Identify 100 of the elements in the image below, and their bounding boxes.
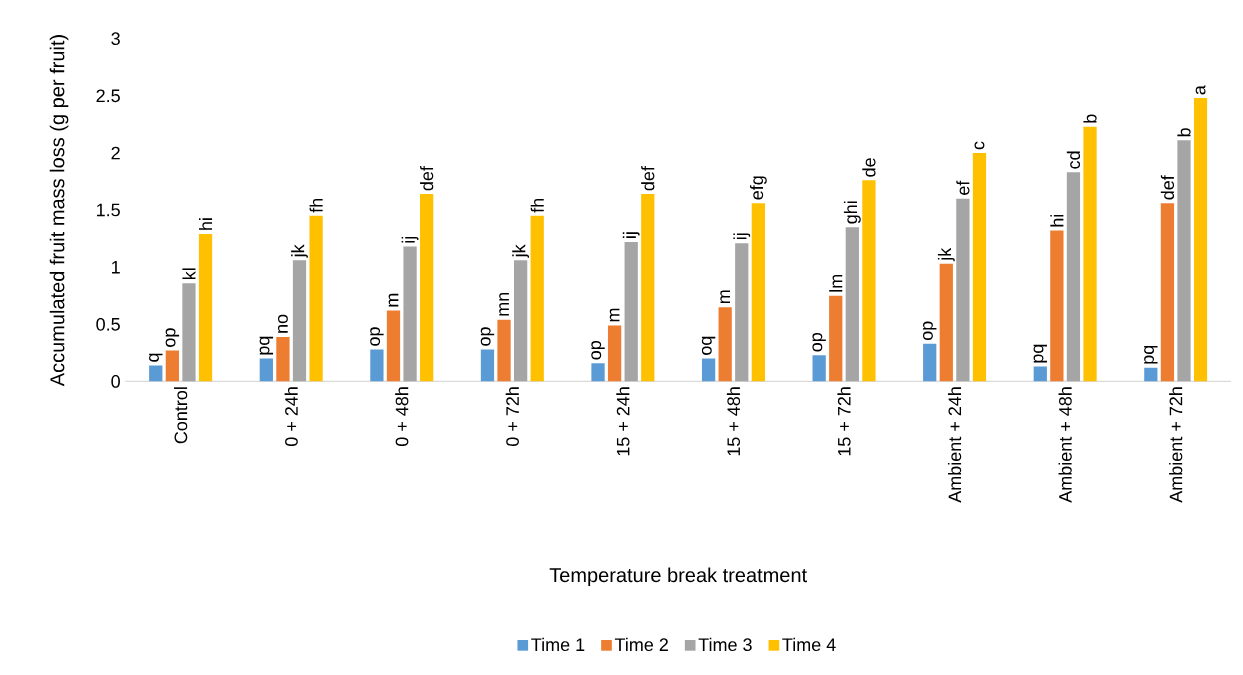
legend-label: Time 1 bbox=[531, 637, 585, 652]
bar bbox=[862, 180, 876, 382]
data-label: op bbox=[923, 321, 937, 341]
legend-label: Time 2 bbox=[614, 637, 668, 652]
bar bbox=[497, 319, 511, 382]
bar bbox=[1160, 203, 1175, 382]
data-label: ef bbox=[956, 180, 970, 195]
data-label: c bbox=[974, 141, 985, 150]
y-tick-label: 2.5 bbox=[96, 89, 120, 103]
data-label: b bbox=[1083, 114, 1097, 123]
x-tick-label: Control bbox=[174, 387, 188, 444]
x-tick-label: 15 + 24h bbox=[616, 387, 630, 456]
bar bbox=[1066, 172, 1081, 382]
bar bbox=[530, 215, 544, 382]
x-tick-label: Ambient + 48h bbox=[1058, 387, 1072, 503]
data-label: def bbox=[641, 166, 655, 191]
y-tick-label: 3 bbox=[111, 32, 120, 46]
data-label: ij bbox=[622, 232, 640, 238]
bar bbox=[480, 349, 495, 382]
y-tick-label: 1.5 bbox=[97, 203, 120, 217]
bar bbox=[1083, 126, 1097, 382]
data-label: jk bbox=[291, 244, 308, 258]
y-tick-label: 0 bbox=[111, 375, 120, 388]
data-label: pq bbox=[1144, 345, 1158, 364]
data-label: pq bbox=[1033, 344, 1047, 363]
bar bbox=[751, 203, 765, 382]
bar bbox=[386, 310, 401, 382]
data-label: q bbox=[149, 353, 163, 362]
bar bbox=[923, 343, 937, 382]
data-label: oq bbox=[701, 336, 716, 355]
bar bbox=[1033, 366, 1047, 382]
data-label: def bbox=[1160, 175, 1175, 200]
bar bbox=[718, 307, 732, 382]
bar bbox=[607, 325, 622, 382]
data-label: hi bbox=[199, 218, 213, 230]
bar bbox=[198, 234, 213, 382]
data-label: op bbox=[165, 328, 180, 347]
bar bbox=[591, 363, 605, 382]
bar bbox=[939, 263, 953, 382]
x-tick-label: Ambient + 72h bbox=[1169, 387, 1183, 503]
data-label: pq bbox=[259, 336, 274, 355]
data-label: kl bbox=[182, 268, 196, 280]
data-label: fh bbox=[530, 199, 544, 213]
x-tick-label: 15 + 48h bbox=[726, 387, 741, 456]
bar bbox=[514, 260, 528, 382]
data-label: m bbox=[388, 293, 399, 307]
data-label: jk bbox=[937, 247, 955, 262]
data-label: op bbox=[480, 327, 495, 346]
data-label: fh bbox=[309, 199, 323, 213]
bar bbox=[259, 358, 273, 382]
bar bbox=[182, 283, 196, 382]
x-axis-title: Temperature break treatment bbox=[549, 567, 807, 587]
bar bbox=[829, 295, 843, 382]
data-label: ij bbox=[401, 236, 419, 243]
data-label: ghi bbox=[843, 201, 861, 224]
bar bbox=[1177, 140, 1191, 382]
data-label: no bbox=[277, 314, 288, 333]
data-label: m bbox=[720, 290, 731, 304]
data-label: mn bbox=[499, 293, 509, 316]
y-tick-label: 0.5 bbox=[96, 318, 120, 331]
legend-label: Time 3 bbox=[698, 637, 752, 652]
data-label: hi bbox=[1050, 214, 1064, 227]
data-label: lm bbox=[829, 275, 843, 292]
data-label: a bbox=[1195, 85, 1206, 95]
data-label: cd bbox=[1066, 151, 1081, 169]
x-tick-label: 0 + 48h bbox=[395, 387, 409, 447]
x-tick-label: 0 + 24h bbox=[284, 387, 298, 447]
y-tick-label: 1 bbox=[112, 261, 120, 274]
bar bbox=[276, 336, 290, 382]
data-label: efg bbox=[749, 176, 767, 200]
bar bbox=[812, 355, 826, 382]
data-label: b bbox=[1177, 128, 1191, 137]
data-label: de bbox=[862, 158, 876, 177]
data-label: jk bbox=[512, 244, 530, 258]
data-label: m bbox=[609, 308, 620, 322]
bar bbox=[972, 153, 987, 382]
bar bbox=[641, 194, 655, 382]
bar bbox=[956, 198, 970, 382]
y-tick-label: 2 bbox=[111, 146, 120, 160]
data-label: op bbox=[812, 333, 826, 352]
bar bbox=[370, 349, 384, 382]
bar bbox=[149, 365, 163, 382]
data-label: op bbox=[591, 341, 605, 360]
data-label: op bbox=[370, 327, 384, 346]
bar bbox=[1193, 98, 1208, 382]
bar bbox=[624, 242, 638, 382]
bar bbox=[701, 358, 716, 382]
bar bbox=[420, 194, 434, 382]
bar bbox=[1050, 230, 1064, 382]
bar bbox=[403, 246, 417, 382]
bar bbox=[1144, 367, 1158, 382]
x-tick-label: Ambient + 24h bbox=[947, 387, 962, 503]
bar bbox=[735, 243, 749, 382]
bar bbox=[845, 227, 859, 382]
data-label: ij bbox=[733, 233, 751, 240]
data-label: def bbox=[420, 166, 434, 191]
bar bbox=[165, 350, 179, 382]
legend-label: Time 4 bbox=[782, 637, 836, 652]
bar bbox=[292, 260, 307, 382]
bar bbox=[309, 215, 323, 382]
